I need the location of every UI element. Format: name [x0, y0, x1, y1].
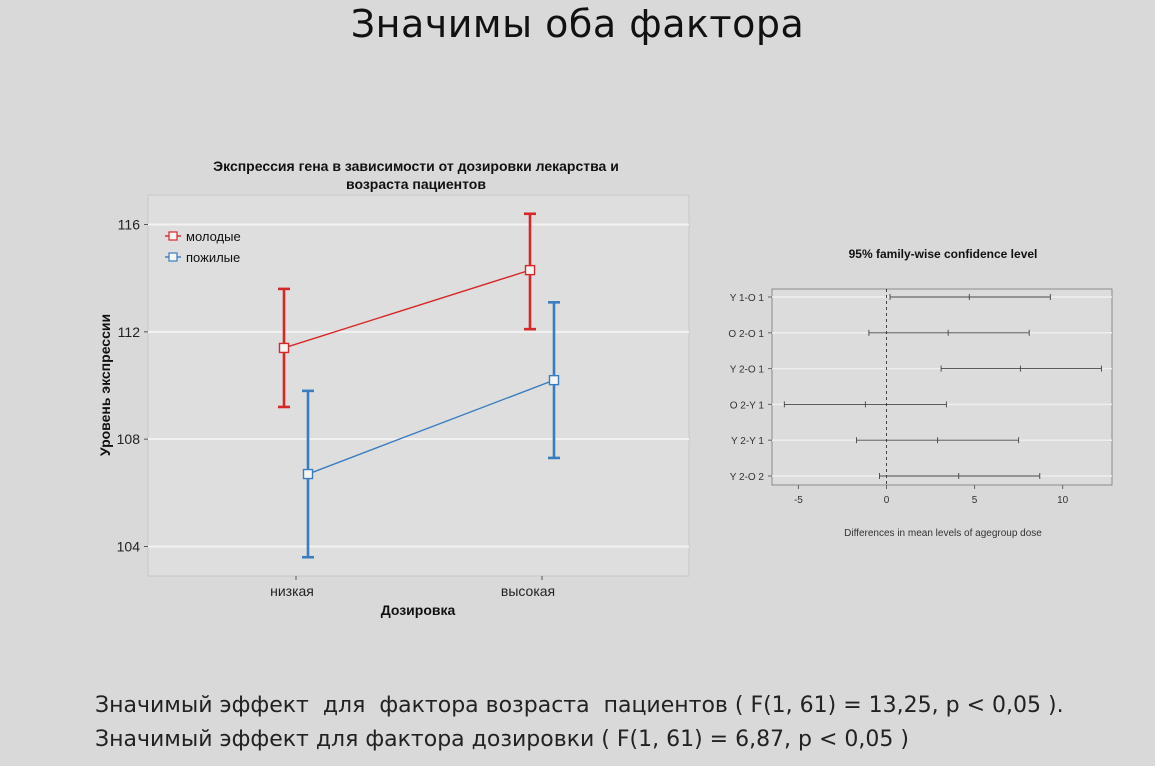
footer-line-dose: Значимый эффект для фактора дозировки ( …	[95, 727, 909, 752]
chart1-legend-key-box	[168, 231, 178, 241]
chart1-plot-area	[147, 194, 690, 577]
chart1-title-line1: Экспрессия гена в зависимости от дозиров…	[213, 158, 619, 174]
chart2-xtick-label: 10	[1057, 495, 1069, 506]
chart2-ytick-label: O 2-Y 1	[730, 400, 765, 411]
chart1-x-axis-label: Дозировка	[381, 602, 456, 618]
chart2-plot-area	[771, 288, 1113, 486]
chart2-ytick-label: Y 1-O 1	[730, 293, 765, 304]
interaction-plot: Экспрессия гена в зависимости от дозиров…	[97, 158, 690, 618]
chart2-ytick-label: Y 2-O 2	[730, 472, 765, 483]
chart2-ytick-label: Y 2-Y 1	[731, 436, 764, 447]
chart2-x-axis-label: Differences in mean levels of agegroup d…	[844, 528, 1042, 539]
chart1-y-axis-label: Уровень экспрессии	[97, 314, 113, 456]
slide-title: Значимы оба фактора	[350, 2, 805, 46]
chart2-xtick-label: 5	[972, 495, 978, 506]
chart2-xtick-label: 0	[884, 495, 890, 506]
chart1-point	[548, 374, 560, 386]
chart1-series-line	[283, 269, 531, 349]
chart1-legend-label: пожилые	[186, 250, 240, 265]
chart1-legend-label: молодые	[186, 229, 241, 244]
chart1-ytick-label: 116	[118, 217, 141, 233]
chart1-legend: молодые пожилые	[165, 229, 241, 265]
chart1-series-line	[307, 379, 555, 475]
chart2-ytick-label: O 2-O 1	[728, 329, 764, 340]
chart2-ytick-label: Y 2-O 1	[730, 365, 765, 376]
footer-line-age: Значимый эффект для фактора возраста пац…	[95, 693, 1064, 718]
chart1-xtick-label: высокая	[501, 583, 555, 599]
chart2-title: 95% family-wise confidence level	[849, 247, 1038, 261]
chart1-point	[278, 342, 290, 354]
chart2-xtick-label: -5	[794, 495, 803, 506]
tukey-plot: 95% family-wise confidence level Y 1-O 1…	[728, 247, 1113, 539]
chart1-xtick-label: низкая	[270, 583, 314, 599]
chart1-legend-key-box	[168, 252, 178, 262]
chart1-point	[524, 264, 536, 276]
chart1-ytick-label: 112	[118, 324, 141, 340]
chart1-ytick-label: 108	[117, 431, 141, 447]
chart1-title-line2: возраста пациентов	[346, 176, 486, 192]
chart1-point	[302, 468, 314, 480]
chart1-ytick-label: 104	[117, 538, 141, 554]
